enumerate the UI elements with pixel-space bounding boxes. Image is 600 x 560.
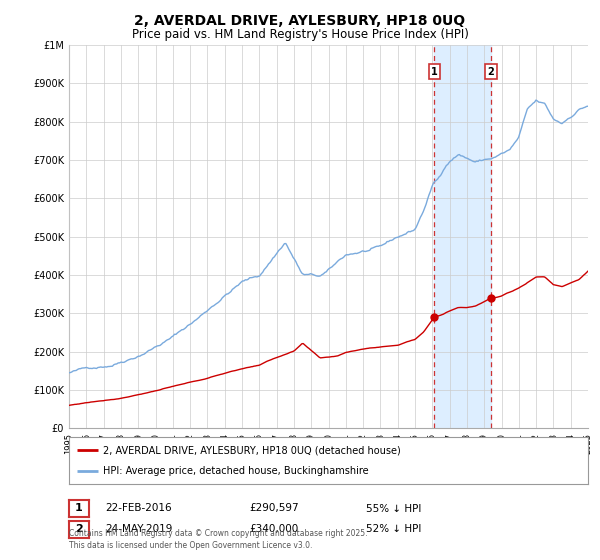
Text: Price paid vs. HM Land Registry's House Price Index (HPI): Price paid vs. HM Land Registry's House … — [131, 28, 469, 41]
Text: Contains HM Land Registry data © Crown copyright and database right 2025.
This d: Contains HM Land Registry data © Crown c… — [69, 529, 367, 550]
Text: 55% ↓ HPI: 55% ↓ HPI — [366, 503, 421, 514]
Text: 2, AVERDAL DRIVE, AYLESBURY, HP18 0UQ (detached house): 2, AVERDAL DRIVE, AYLESBURY, HP18 0UQ (d… — [103, 445, 400, 455]
Text: £340,000: £340,000 — [249, 524, 298, 534]
Text: 2: 2 — [487, 67, 494, 77]
Text: £290,597: £290,597 — [249, 503, 299, 514]
Text: 1: 1 — [431, 67, 438, 77]
Text: 2, AVERDAL DRIVE, AYLESBURY, HP18 0UQ: 2, AVERDAL DRIVE, AYLESBURY, HP18 0UQ — [134, 14, 466, 28]
Text: HPI: Average price, detached house, Buckinghamshire: HPI: Average price, detached house, Buck… — [103, 466, 368, 476]
Text: 24-MAY-2019: 24-MAY-2019 — [105, 524, 172, 534]
Text: 1: 1 — [75, 503, 83, 514]
Text: 52% ↓ HPI: 52% ↓ HPI — [366, 524, 421, 534]
Bar — [434, 45, 491, 428]
Text: 22-FEB-2016: 22-FEB-2016 — [105, 503, 172, 514]
Text: 2: 2 — [75, 524, 83, 534]
